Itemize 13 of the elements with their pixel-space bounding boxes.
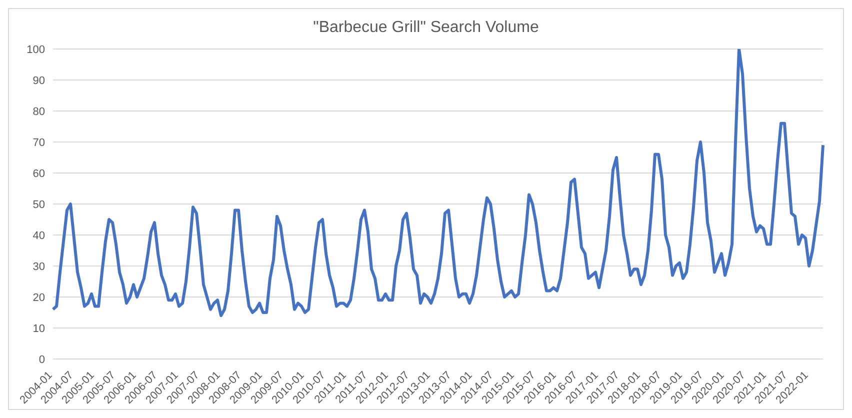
y-tick-label: 50 (32, 198, 45, 211)
y-tick-label: 100 (26, 44, 45, 56)
y-tick-label: 0 (38, 354, 45, 366)
y-tick-label: 80 (32, 106, 45, 118)
y-tick-label: 30 (32, 260, 45, 273)
chart-title: "Barbecue Grill" Search Volume (312, 19, 540, 37)
line-series (52, 49, 824, 318)
y-tick-label: 60 (32, 168, 45, 180)
y-tick-label: 10 (32, 322, 45, 335)
y-tick-label: 90 (32, 74, 45, 87)
y-tick-label: 40 (32, 230, 45, 242)
y-tick-label: 70 (32, 136, 45, 149)
y-tick-label: 20 (32, 292, 45, 304)
